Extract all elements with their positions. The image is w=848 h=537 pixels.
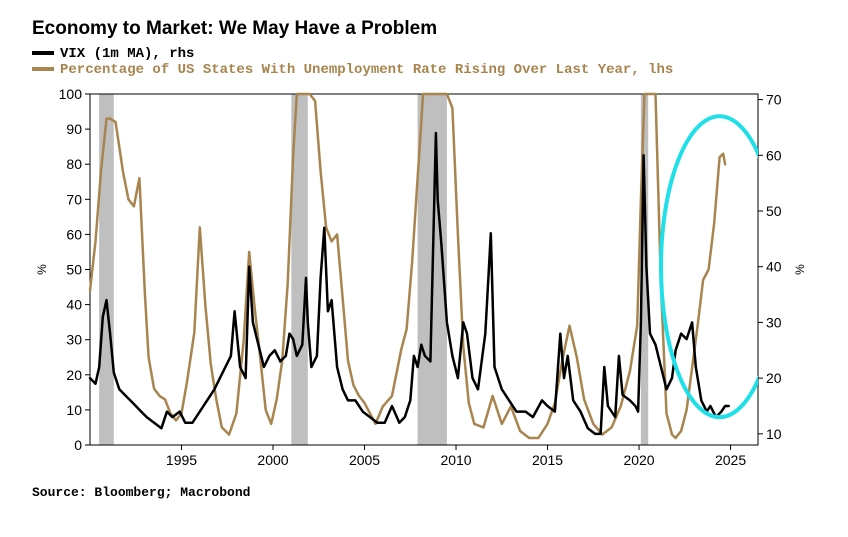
yleft-tick-label: 100 xyxy=(59,86,83,102)
x-tick-label: 2015 xyxy=(532,452,563,468)
yleft-tick-label: 20 xyxy=(66,367,82,383)
yright-tick-label: 40 xyxy=(766,259,782,275)
yleft-unit: % xyxy=(35,264,49,275)
legend-swatch-vix xyxy=(32,51,54,55)
yleft-tick-label: 70 xyxy=(66,191,82,207)
yleft-tick-label: 80 xyxy=(66,156,82,172)
yleft-tick-label: 10 xyxy=(66,402,82,418)
yright-unit: % xyxy=(793,264,807,275)
legend-swatch-unemp xyxy=(32,67,54,71)
yright-tick-label: 20 xyxy=(766,370,782,386)
yleft-tick-label: 30 xyxy=(66,332,82,348)
x-tick-label: 2010 xyxy=(440,452,471,468)
legend-entry-unemp: Percentage of US States With Unemploymen… xyxy=(32,62,816,78)
yright-tick-label: 30 xyxy=(766,314,782,330)
legend-entry-vix: VIX (1m MA), rhs xyxy=(32,46,816,62)
yright-tick-label: 60 xyxy=(766,147,782,163)
legend-label-vix: VIX (1m MA), rhs xyxy=(60,46,194,62)
yleft-tick-label: 50 xyxy=(66,262,82,278)
x-tick-label: 2000 xyxy=(257,452,288,468)
x-tick-label: 1995 xyxy=(166,452,197,468)
yleft-tick-label: 60 xyxy=(66,226,82,242)
legend-label-unemp: Percentage of US States With Unemploymen… xyxy=(60,62,673,78)
recession-band xyxy=(99,94,114,445)
yright-tick-label: 70 xyxy=(766,92,782,108)
dual-axis-line-chart: 0 10 20 30 40 50 60 70 80 90 100% 10 20 30 40 50 60 70% 19… xyxy=(32,84,816,479)
series-unemp xyxy=(90,94,725,438)
yleft-tick-label: 0 xyxy=(74,437,82,453)
x-tick-label: 2005 xyxy=(349,452,380,468)
chart-title: Economy to Market: We May Have a Problem xyxy=(32,18,816,40)
x-tick-label: 2020 xyxy=(623,452,654,468)
x-tick-label: 2025 xyxy=(715,452,746,468)
source-credit: Source: Bloomberg; Macrobond xyxy=(32,485,816,500)
yleft-tick-label: 40 xyxy=(66,297,82,313)
yright-tick-label: 50 xyxy=(766,203,782,219)
yright-tick-label: 10 xyxy=(766,426,782,442)
chart-area: 0 10 20 30 40 50 60 70 80 90 100% 10 20 30 40 50 60 70% 19… xyxy=(32,84,816,479)
yleft-tick-label: 90 xyxy=(66,121,82,137)
